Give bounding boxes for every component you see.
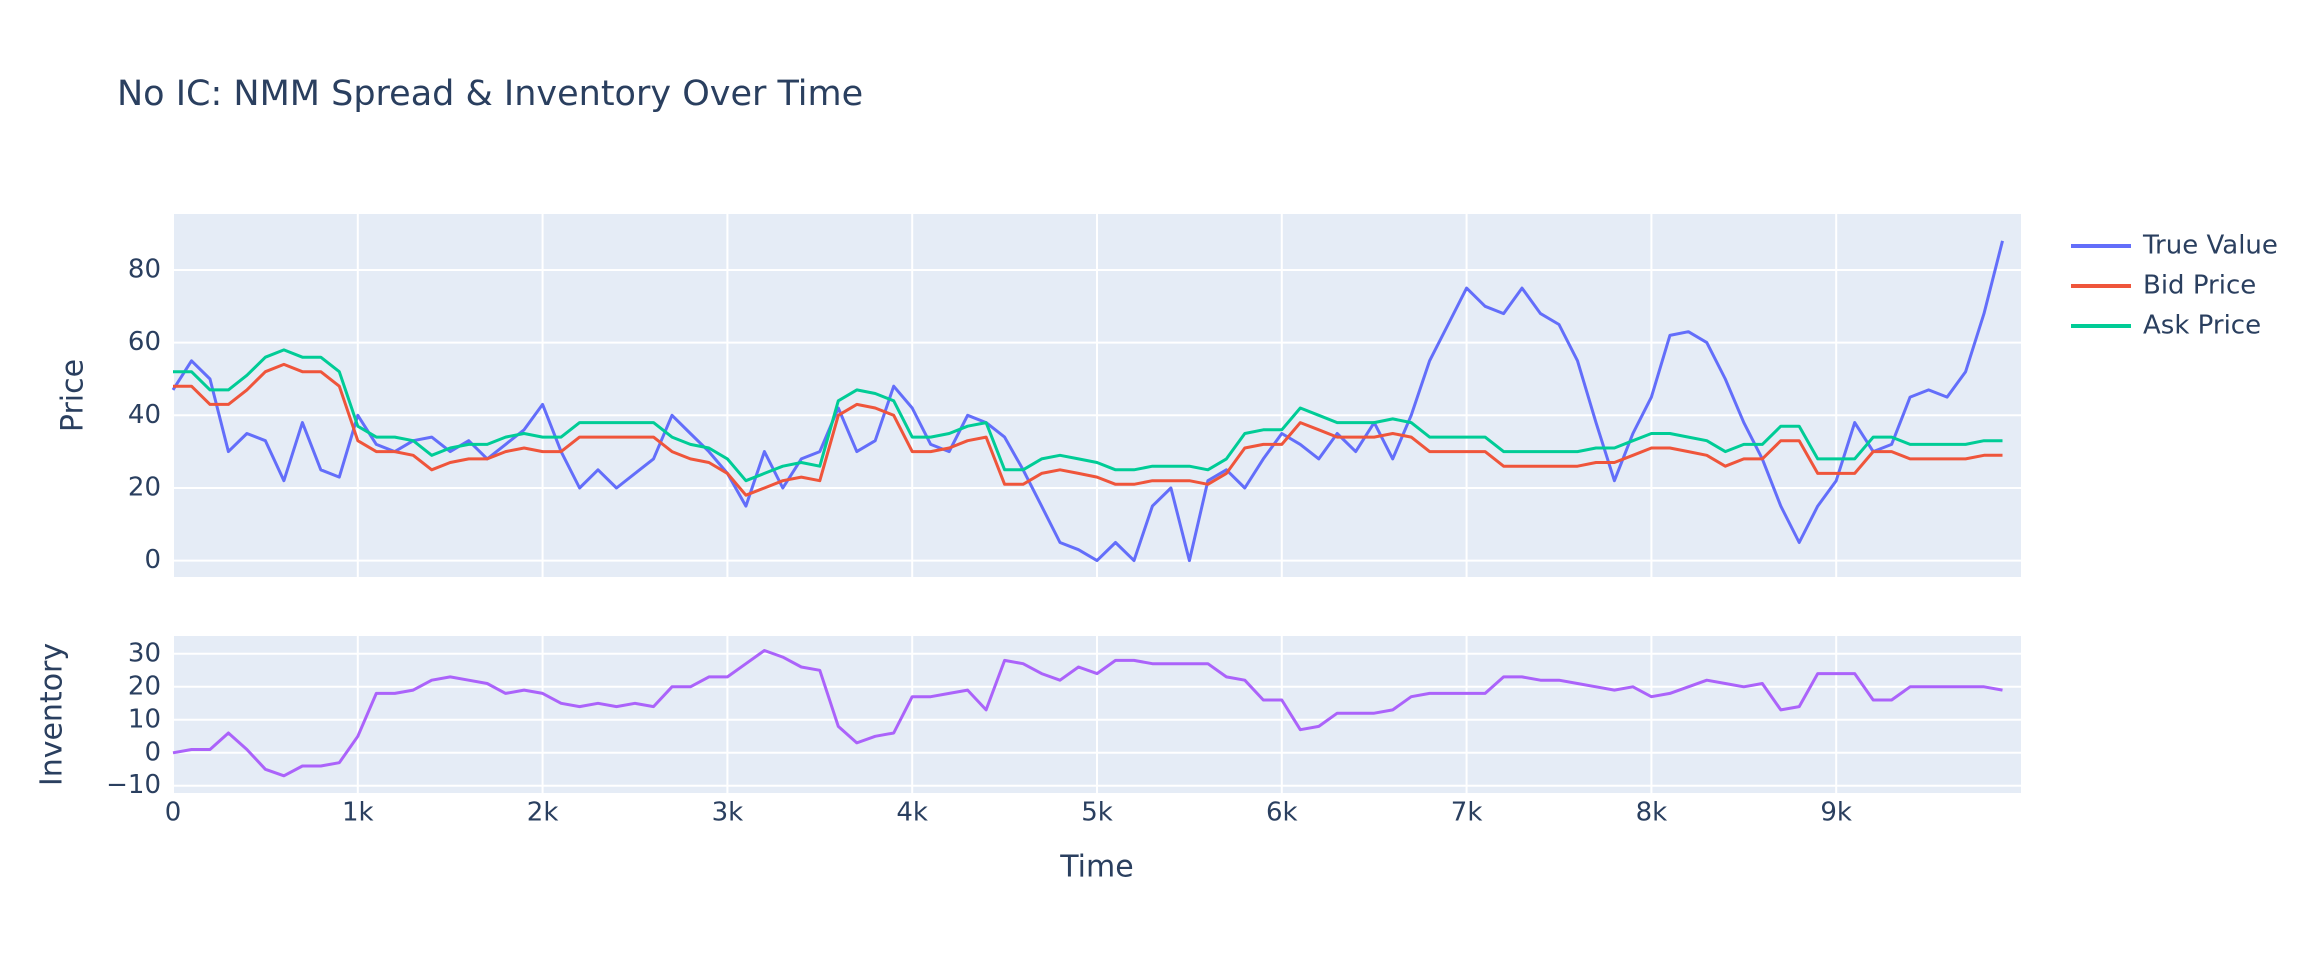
y-axis-title: Inventory — [35, 643, 70, 786]
y-tick-label: 30 — [128, 638, 161, 668]
y-axis-title: Price — [56, 359, 91, 432]
x-tick-label: 0 — [165, 798, 182, 828]
x-tick-label: 4k — [896, 798, 928, 828]
y-tick-label: 10 — [128, 704, 161, 734]
x-axis-title: Time — [1059, 850, 1133, 885]
y-tick-label: −10 — [106, 770, 161, 800]
series-line — [171, 240, 2004, 563]
legend-label: Bid Price — [2143, 271, 2256, 301]
x-tick-label: 7k — [1451, 798, 1483, 828]
y-tick-label: 20 — [128, 671, 161, 701]
x-tick-label: 6k — [1266, 798, 1298, 828]
x-tick-label: 3k — [712, 798, 744, 828]
x-tick-label: 9k — [1820, 798, 1852, 828]
x-tick-label: 1k — [342, 798, 374, 828]
legend-label: Ask Price — [2143, 311, 2261, 341]
x-tick-label: 5k — [1081, 798, 1113, 828]
series-line — [173, 362, 2003, 497]
legend-label: True Value — [2142, 231, 2278, 261]
y-tick-label: 0 — [144, 737, 161, 767]
y-tick-label: 60 — [128, 327, 161, 357]
x-tick-label: 8k — [1636, 798, 1668, 828]
y-tick-label: 40 — [128, 400, 161, 430]
y-tick-label: 0 — [144, 545, 161, 575]
inventory-line — [172, 649, 2003, 778]
y-tick-label: 80 — [128, 254, 161, 284]
x-tick-label: 2k — [527, 798, 559, 828]
chart-title: No IC: NMM Spread & Inventory Over Time — [117, 74, 863, 114]
series-line — [173, 348, 2003, 483]
y-tick-label: 20 — [128, 472, 161, 502]
